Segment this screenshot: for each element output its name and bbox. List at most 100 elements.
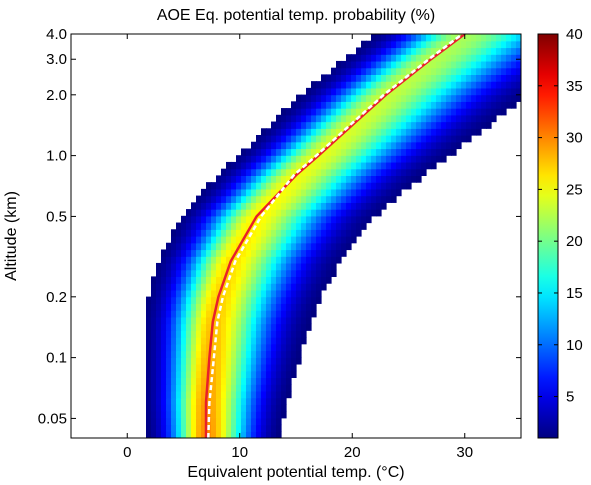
heatmap-cell [246, 188, 252, 197]
heatmap-cell [386, 81, 392, 89]
heatmap-cell [326, 155, 332, 163]
heatmap-cell [221, 262, 227, 271]
heatmap-cell [261, 195, 267, 203]
heatmap-cell [461, 34, 467, 42]
heatmap-cell [391, 195, 397, 203]
heatmap-cell [311, 310, 317, 318]
heatmap-cell [341, 87, 347, 96]
heatmap-cell [226, 316, 232, 325]
heatmap-cell [231, 417, 237, 426]
heatmap-cell [371, 135, 377, 143]
heatmap-cell [271, 222, 277, 230]
heatmap-cell [416, 101, 422, 109]
heatmap-cell [251, 404, 257, 412]
heatmap-cell [191, 310, 197, 318]
heatmap-cell [196, 202, 202, 210]
heatmap-cell [261, 161, 267, 170]
heatmap-cell [466, 121, 472, 129]
heatmap-cell [226, 303, 232, 311]
heatmap-cell [336, 74, 342, 82]
heatmap-cell [171, 249, 177, 257]
heatmap-cell [206, 404, 212, 412]
colorbar-tick-label: 10 [566, 337, 583, 354]
heatmap-cell [481, 34, 487, 42]
heatmap-cell [221, 404, 227, 412]
heatmap-cell [161, 269, 167, 277]
heatmap-cell [296, 289, 302, 298]
heatmap-cell [161, 289, 167, 298]
heatmap-cell [421, 108, 427, 116]
heatmap-cell [231, 289, 237, 298]
x-tick-label: 30 [456, 444, 473, 461]
heatmap-cell [246, 296, 252, 304]
heatmap-cell [151, 431, 157, 438]
heatmap-cell [241, 343, 247, 352]
heatmap-cell [481, 74, 487, 82]
heatmap-cell [321, 161, 327, 170]
heatmap-cell [351, 168, 357, 176]
heatmap-cell [421, 148, 427, 156]
heatmap-cell [366, 40, 372, 49]
heatmap-cell [211, 188, 217, 197]
heatmap-cell [361, 114, 367, 123]
heatmap-cell [246, 148, 252, 156]
heatmap-cell [281, 148, 287, 156]
heatmap-cell [261, 363, 267, 372]
heatmap-cell [211, 377, 217, 385]
heatmap-cell [371, 87, 377, 96]
heatmap-cell [296, 94, 302, 102]
heatmap-cell [211, 202, 217, 210]
heatmap-cell [346, 114, 352, 123]
heatmap-cell [201, 363, 207, 372]
heatmap-cell [406, 47, 412, 55]
heatmap-cell [161, 424, 167, 432]
heatmap-cell [291, 269, 297, 277]
heatmap-cell [186, 215, 192, 224]
heatmap-cell [151, 390, 157, 399]
heatmap-cell [371, 209, 377, 217]
heatmap-cell [386, 108, 392, 116]
heatmap-cell [456, 60, 462, 69]
heatmap-cell [341, 161, 347, 170]
heatmap-cell [371, 202, 377, 210]
heatmap-cell [421, 128, 427, 136]
heatmap-cell [441, 54, 447, 62]
heatmap-cell [201, 310, 207, 318]
heatmap-cell [346, 54, 352, 62]
heatmap-cell [401, 182, 407, 190]
heatmap-cell [166, 296, 172, 304]
heatmap-cell [251, 417, 257, 426]
heatmap-cell [361, 121, 367, 129]
heatmap-cell [186, 337, 192, 345]
heatmap-cell [436, 74, 442, 82]
heatmap-cell [181, 242, 187, 251]
heatmap-cell [166, 310, 172, 318]
heatmap-cell [226, 242, 232, 251]
heatmap-cell [371, 60, 377, 69]
heatmap-cell [376, 141, 382, 150]
heatmap-cell [236, 357, 242, 365]
heatmap-cell [326, 101, 332, 109]
heatmap-cell [381, 175, 387, 183]
heatmap-cell [241, 397, 247, 405]
heatmap-cell [381, 148, 387, 156]
heatmap-cell [326, 236, 332, 244]
heatmap-cell [261, 256, 267, 264]
heatmap-cell [466, 135, 472, 143]
heatmap-cell [386, 74, 392, 82]
heatmap-cell [246, 289, 252, 298]
heatmap-cell [201, 370, 207, 378]
heatmap-cell [326, 161, 332, 170]
heatmap-cell [171, 310, 177, 318]
heatmap-cell [151, 343, 157, 352]
heatmap-cell [216, 249, 222, 257]
heatmap-cell [486, 40, 492, 49]
heatmap-cell [271, 262, 277, 271]
heatmap-cell [396, 188, 402, 197]
heatmap-cell [301, 215, 307, 224]
heatmap-cell [271, 289, 277, 298]
heatmap-cell [191, 330, 197, 338]
heatmap-cell [221, 330, 227, 338]
heatmap-cell [186, 417, 192, 426]
heatmap-cell [151, 303, 157, 311]
